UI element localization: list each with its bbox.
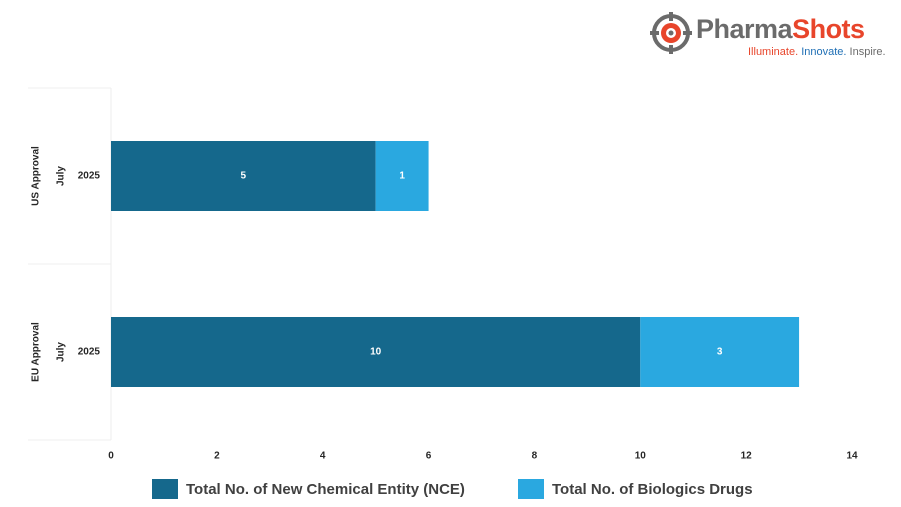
bar-segment-biologics bbox=[375, 141, 429, 211]
target-logo-icon bbox=[650, 12, 692, 54]
legend-label-biologics: Total No. of Biologics Drugs bbox=[552, 480, 753, 498]
logo-tagline: Illuminate. Innovate. Inspire. bbox=[748, 46, 886, 58]
category-label-year: 2025 bbox=[78, 171, 101, 182]
bar-data-label: 10 bbox=[370, 347, 382, 358]
category-label-month: July bbox=[56, 166, 67, 186]
x-tick-label: 0 bbox=[108, 451, 114, 462]
legend-swatch-biologics bbox=[518, 479, 544, 499]
legend-item-biologics: Total No. of Biologics Drugs bbox=[518, 479, 753, 499]
legend-label-nce: Total No. of New Chemical Entity (NCE) bbox=[186, 480, 465, 498]
logo-name-shots: Shots bbox=[792, 14, 865, 44]
x-tick-label: 8 bbox=[532, 451, 538, 462]
x-tick-label: 2 bbox=[214, 451, 220, 462]
x-tick-label: 14 bbox=[846, 451, 858, 462]
legend-item-nce: Total No. of New Chemical Entity (NCE) bbox=[152, 479, 465, 499]
tagline-inspire: Inspire. bbox=[849, 46, 886, 58]
pharmashots-logo: PharmaShots Illuminate. Innovate. Inspir… bbox=[650, 12, 890, 62]
category-label-group: US Approval bbox=[31, 146, 42, 206]
tagline-illuminate: Illuminate. bbox=[748, 46, 799, 58]
bar-segment-nce bbox=[111, 141, 376, 211]
x-tick-label: 10 bbox=[635, 451, 647, 462]
bar-segment-nce bbox=[111, 317, 641, 387]
category-label-month: July bbox=[56, 342, 67, 362]
logo-name-pharma: Pharma bbox=[696, 14, 793, 44]
x-tick-label: 6 bbox=[426, 451, 432, 462]
x-tick-label: 12 bbox=[741, 451, 753, 462]
x-tick-label: 4 bbox=[320, 451, 326, 462]
category-label-group: EU Approval bbox=[31, 322, 42, 382]
bar-data-label: 1 bbox=[399, 171, 405, 182]
bar-segment-biologics bbox=[640, 317, 800, 387]
logo-wordmark: PharmaShots bbox=[696, 14, 865, 45]
bar-data-label: 3 bbox=[717, 347, 723, 358]
legend-swatch-nce bbox=[152, 479, 178, 499]
bar-data-label: 5 bbox=[241, 171, 247, 182]
chart-legend: Total No. of New Chemical Entity (NCE) T… bbox=[0, 479, 901, 501]
tagline-innovate: Innovate. bbox=[801, 46, 847, 58]
category-label-year: 2025 bbox=[78, 347, 101, 358]
